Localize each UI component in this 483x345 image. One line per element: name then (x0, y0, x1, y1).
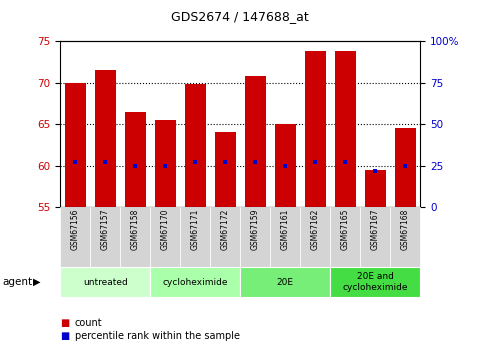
Text: GDS2674 / 147688_at: GDS2674 / 147688_at (171, 10, 309, 23)
Point (161, 163, 169, 168)
Text: 20E and
cycloheximide: 20E and cycloheximide (342, 272, 408, 292)
Text: 20E: 20E (277, 277, 294, 287)
Bar (180, 207, 210, 267)
Bar (270, 207, 300, 267)
Bar (150, 267, 240, 297)
Bar (330, 207, 360, 267)
Text: GSM67172: GSM67172 (221, 209, 230, 250)
Text: ■: ■ (60, 332, 70, 341)
Bar (241, 267, 330, 297)
Text: cycloheximide: cycloheximide (163, 277, 228, 287)
Point (282, 163, 289, 168)
Text: GSM67165: GSM67165 (341, 209, 350, 250)
Point (191, 159, 199, 165)
Bar (305, 51, 326, 207)
Bar (60, 267, 150, 297)
Text: GSM67162: GSM67162 (311, 209, 320, 250)
Point (312, 159, 319, 165)
Bar (120, 207, 150, 267)
Bar (390, 207, 420, 267)
Point (371, 168, 379, 173)
Text: ▶: ▶ (32, 277, 40, 287)
Bar (210, 207, 240, 267)
Text: GSM67170: GSM67170 (161, 209, 170, 250)
Bar (241, 207, 270, 267)
Text: GSM67156: GSM67156 (71, 209, 80, 250)
Text: count: count (75, 318, 102, 327)
Bar (300, 207, 330, 267)
Bar (65, 83, 86, 207)
Text: GSM67158: GSM67158 (131, 209, 140, 250)
Text: ■: ■ (60, 318, 70, 327)
Bar (245, 76, 266, 207)
Point (131, 163, 139, 168)
Bar (125, 112, 146, 207)
Point (401, 163, 409, 168)
Bar (155, 120, 176, 207)
Point (341, 159, 349, 165)
Text: GSM67161: GSM67161 (281, 209, 290, 250)
Bar (275, 124, 296, 207)
Text: GSM67171: GSM67171 (191, 209, 200, 250)
Point (71, 159, 79, 165)
Bar (335, 51, 356, 207)
Text: GSM67159: GSM67159 (251, 209, 260, 250)
Text: GSM67168: GSM67168 (401, 209, 410, 250)
Bar (365, 170, 386, 207)
Bar (360, 207, 390, 267)
Text: untreated: untreated (83, 277, 128, 287)
Text: percentile rank within the sample: percentile rank within the sample (75, 332, 240, 341)
Point (252, 159, 259, 165)
Text: agent: agent (2, 277, 32, 287)
Bar (395, 128, 416, 207)
Bar (185, 85, 206, 207)
Bar (95, 70, 116, 207)
Bar (150, 207, 180, 267)
Bar (330, 267, 420, 297)
Bar (215, 132, 236, 207)
Text: GSM67167: GSM67167 (371, 209, 380, 250)
Point (221, 159, 229, 165)
Text: GSM67157: GSM67157 (101, 209, 110, 250)
Bar (90, 207, 120, 267)
Bar (60, 207, 90, 267)
Point (101, 159, 109, 165)
